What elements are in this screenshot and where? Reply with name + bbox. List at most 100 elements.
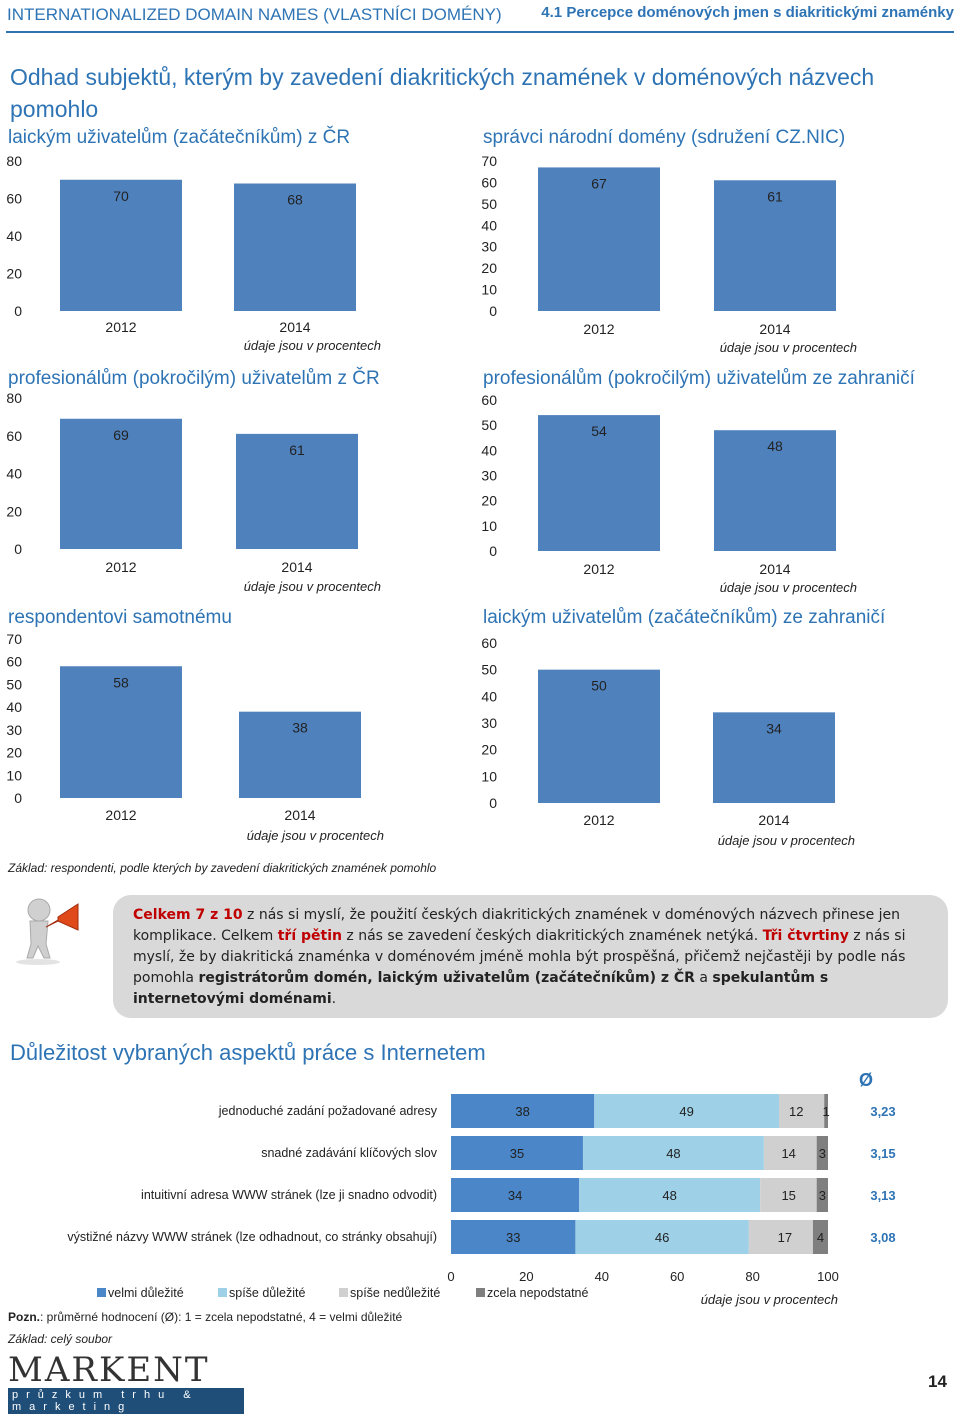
- callout-highlight-3: Tři čtvrtiny: [762, 928, 849, 944]
- chart-1-bar-2014: [234, 183, 356, 311]
- stacked-row-label: jednoduché zadání požadované adresy: [218, 1104, 438, 1118]
- main-title: Odhad subjektů, kterým by zavedení diakr…: [10, 64, 875, 122]
- chart-2-y-tick: 20: [481, 260, 497, 276]
- chart-2-bar-2014: [714, 180, 836, 311]
- chart-6-y-tick: 40: [481, 688, 497, 704]
- figure-body-icon: [26, 920, 51, 959]
- stacked-unit-note: údaje jsou v procentech: [701, 1292, 838, 1307]
- stacked-segment-4: [816, 1178, 828, 1212]
- legend-label-2: spíše důležité: [229, 1286, 305, 1300]
- stacked-segment-label: 3: [819, 1146, 826, 1161]
- markent-logo: MARKENT průzkum trhu & marketing: [8, 1353, 244, 1414]
- callout-text-3: z nás si myslí, že by diakritická znamén…: [133, 928, 906, 986]
- average-symbol: Ø: [859, 1070, 874, 1090]
- chart-3-bar-2012: [60, 418, 182, 549]
- stacked-row-label: intuitivní adresa WWW stránek (lze ji sn…: [141, 1188, 437, 1202]
- chart-3-y-tick: 0: [14, 541, 22, 557]
- stacked-segment-1: [451, 1136, 583, 1170]
- legend-swatch-4: [476, 1288, 485, 1297]
- chart-2-y-tick: 30: [481, 239, 497, 255]
- chart-1-bar-2012: [60, 179, 182, 311]
- chart-3-y-tick: 20: [6, 503, 22, 519]
- chart-1-y-tick: 80: [6, 153, 22, 169]
- note-pozn-text: : průměrné hodnocení (Ø): 1 = zcela nepo…: [40, 1310, 403, 1324]
- chart-4-bar-label: 48: [767, 438, 783, 454]
- chart-5-y-tick: 30: [6, 722, 22, 738]
- stacked-row-label: výstižné názvy WWW stránek (lze odhadnou…: [67, 1230, 437, 1244]
- chart-4-x-tick: 2012: [583, 561, 614, 577]
- callout-bold-1: registrátorům domén, laickým uživatelům …: [198, 970, 695, 986]
- stacked-x-tick: 0: [447, 1269, 454, 1284]
- chart-4-unit-note: údaje jsou v procentech: [720, 580, 857, 595]
- logo-wordmark: MARKENT: [8, 1350, 210, 1390]
- stacked-segment-label: 33: [506, 1230, 520, 1245]
- chart-6-bar-2012: [538, 669, 660, 803]
- chart-3-x-tick: 2014: [281, 559, 312, 575]
- chart-1-x-tick: 2012: [105, 319, 136, 335]
- page-header: INTERNATIONALIZED DOMAIN NAMES (VLASTNÍC…: [0, 0, 960, 30]
- page-number: 14: [928, 1372, 947, 1391]
- stacked-segment-label: 49: [679, 1104, 693, 1119]
- chart-1-y-tick: 60: [6, 191, 22, 207]
- chart-2-y-tick: 40: [481, 217, 497, 233]
- chart-5-bar-label: 38: [292, 720, 308, 736]
- header-chapter-title: 4.1 Percepce doménových jmen s diakritic…: [541, 4, 954, 21]
- chart-3-bar-label: 61: [289, 442, 305, 458]
- chart-4-y-tick: 40: [481, 442, 497, 458]
- stacked-segment-3: [778, 1094, 825, 1128]
- callout-highlight-1: Celkem 7 z 10: [133, 907, 243, 923]
- legend-swatch-1: [97, 1288, 106, 1297]
- stacked-segment-label: 38: [515, 1104, 529, 1119]
- chart-5-y-tick: 20: [6, 745, 22, 761]
- chart-6-unit-note: údaje jsou v procentech: [718, 833, 855, 848]
- stacked-segment-3: [760, 1178, 817, 1212]
- stacked-segment-2: [575, 1220, 749, 1254]
- stacked-segment-label: 1: [822, 1104, 829, 1119]
- stacked-row-label: snadné zadávání klíčových slov: [261, 1146, 438, 1160]
- chart-1-y-tick: 40: [6, 228, 22, 244]
- chart-5-y-tick: 70: [6, 631, 22, 647]
- stacked-segment-label: 48: [666, 1146, 680, 1161]
- chart-5-x-tick: 2014: [284, 807, 315, 823]
- chart-2-x-tick: 2012: [583, 321, 614, 337]
- chart-4-bar-2014: [714, 430, 836, 551]
- chart-5-y-tick: 40: [6, 699, 22, 715]
- stacked-row-average: 3,08: [870, 1230, 895, 1245]
- stacked-segment-2: [582, 1136, 764, 1170]
- chart-1-y-tick: 20: [6, 266, 22, 282]
- header-divider: [6, 31, 954, 33]
- chart-2-bar-2012: [538, 167, 660, 311]
- chart-2-x-tick: 2014: [759, 321, 790, 337]
- chart-6-title: laickým uživatelům (začátečníkům) ze zah…: [483, 607, 886, 628]
- chart-4-y-tick: 20: [481, 493, 497, 509]
- chart-4-bar-label: 54: [591, 423, 607, 439]
- chart-3-y-tick: 80: [6, 390, 22, 406]
- stacked-segment-label: 14: [781, 1146, 795, 1161]
- chart-5-bar-label: 58: [113, 674, 129, 690]
- chart-2-y-tick: 10: [481, 282, 497, 298]
- chart-4-y-tick: 10: [481, 518, 497, 534]
- stacked-row-average: 3,13: [870, 1188, 895, 1203]
- chart-6-bar-2014: [713, 712, 835, 803]
- header-section-title: INTERNATIONALIZED DOMAIN NAMES (VLASTNÍC…: [7, 5, 502, 24]
- callout-highlight-2: tří pětin: [277, 928, 342, 944]
- chart-1-y-tick: 0: [14, 303, 22, 319]
- stacked-segment-1: [451, 1094, 595, 1128]
- chart-6-y-tick: 10: [481, 768, 497, 784]
- chart-1-bar-label: 70: [113, 188, 129, 204]
- chart-2-bar-label: 67: [591, 175, 607, 191]
- logo-tagline: průzkum trhu & marketing: [8, 1388, 244, 1414]
- chart-6-x-tick: 2012: [583, 812, 614, 828]
- legend-label-3: spíše nedůležité: [350, 1286, 440, 1300]
- chart-6-x-tick: 2014: [758, 812, 789, 828]
- stacked-segment-label: 3: [819, 1188, 826, 1203]
- stacked-row-average: 3,15: [870, 1146, 895, 1161]
- chart-4-y-tick: 60: [481, 392, 497, 408]
- stacked-x-tick: 100: [817, 1269, 839, 1284]
- chart-6-y-tick: 60: [481, 635, 497, 651]
- chart-5-y-tick: 10: [6, 767, 22, 783]
- stacked-x-tick: 40: [595, 1269, 609, 1284]
- stacked-segment-4: [812, 1220, 828, 1254]
- figure-shadow: [16, 959, 60, 965]
- chart-5-y-tick: 60: [6, 654, 22, 670]
